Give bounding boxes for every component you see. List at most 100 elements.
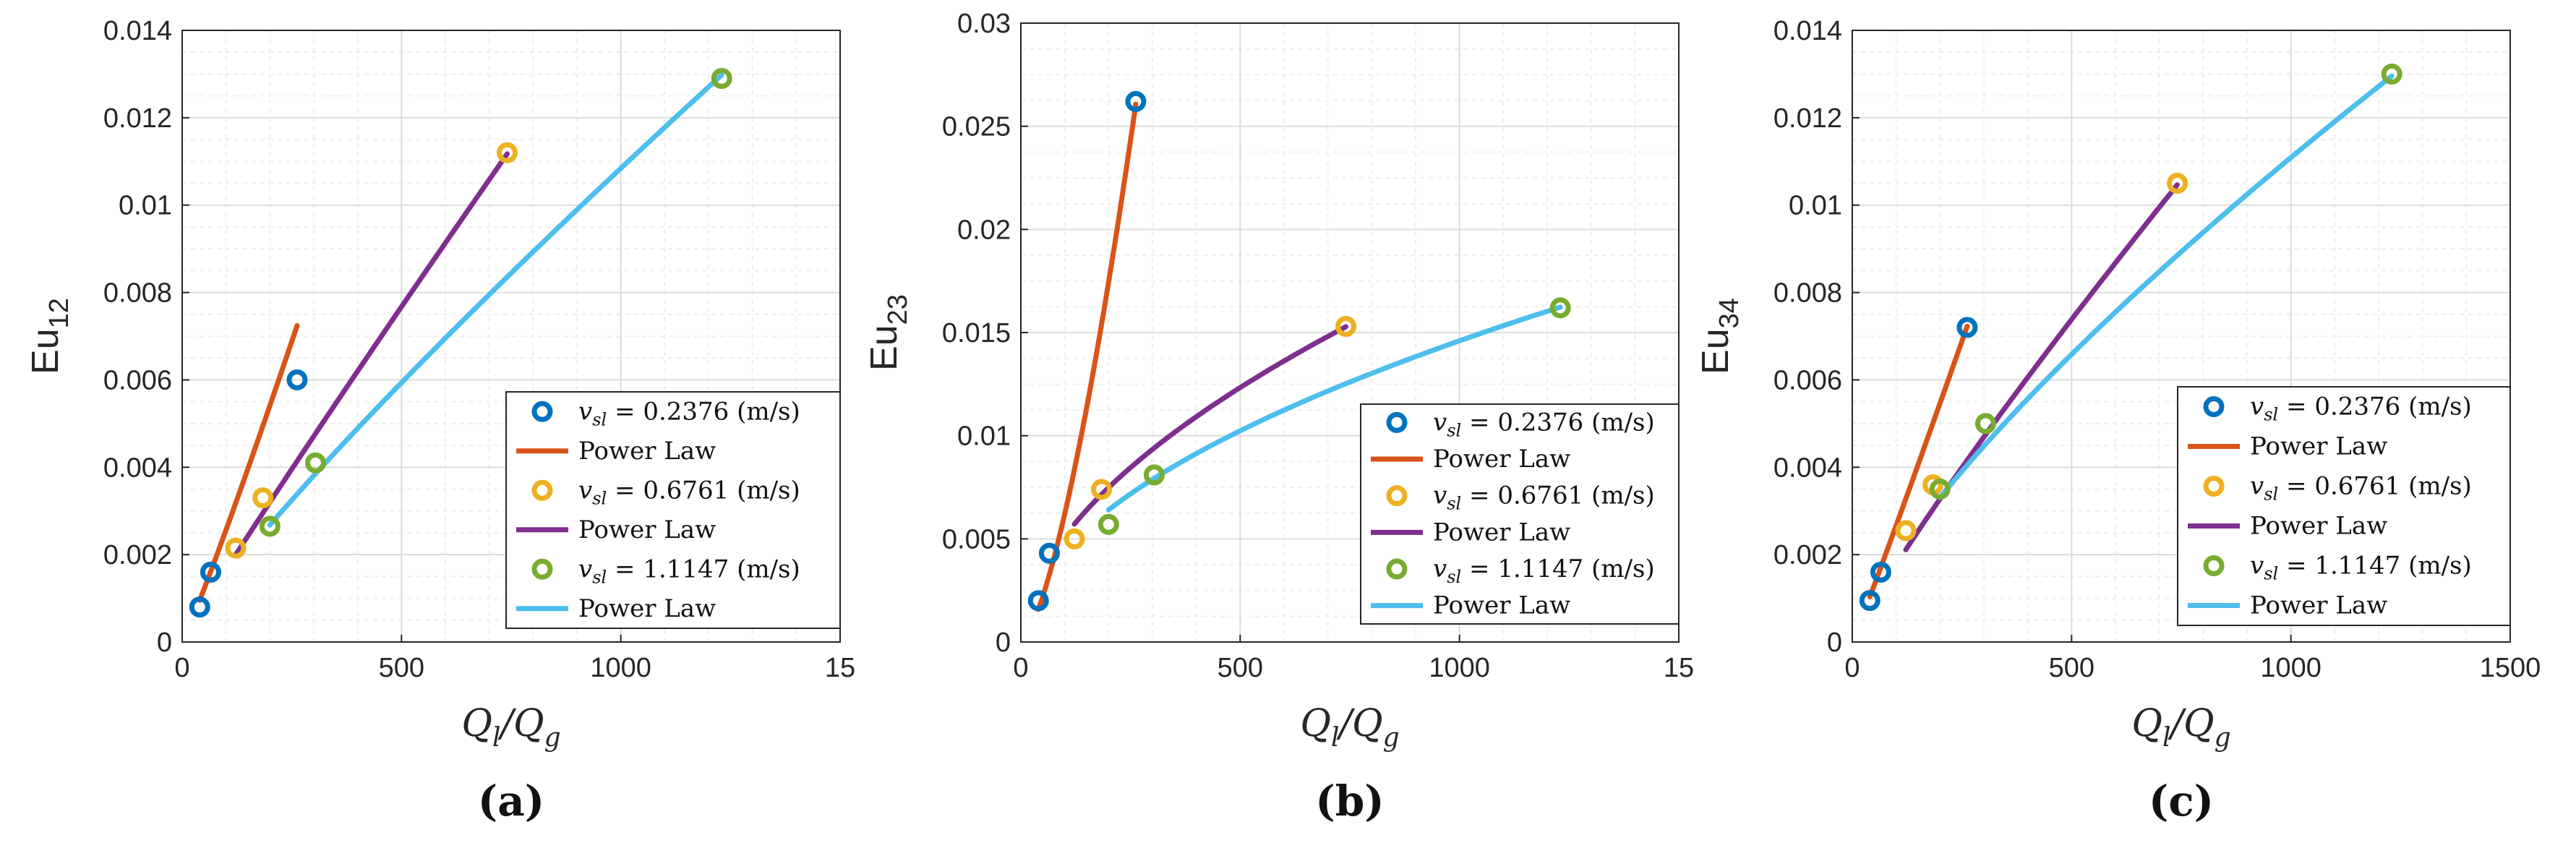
legend-var-sub: sl bbox=[1447, 420, 1461, 440]
legend-var-sub: sl bbox=[2264, 484, 2278, 505]
x-axis-label-part: l bbox=[492, 723, 501, 753]
x-tick-label: 500 bbox=[2049, 653, 2094, 683]
legend-var: v bbox=[2250, 552, 2264, 581]
power-law-fit-line bbox=[1105, 304, 1563, 513]
data-point bbox=[189, 596, 210, 618]
y-axis-label: Eu12 bbox=[25, 298, 74, 375]
legend-entry-text: vsl = 1.1147 (m/s) bbox=[2250, 552, 2472, 584]
legend-entry-text: Power Law bbox=[1433, 445, 1570, 474]
legend-marker bbox=[531, 558, 553, 580]
legend-marker bbox=[531, 401, 553, 422]
legend-var: v bbox=[1433, 482, 1447, 510]
x-axis-label-part: Q bbox=[2183, 702, 2215, 745]
legend-var: v bbox=[1433, 555, 1447, 583]
x-tick-label: 15 bbox=[1664, 653, 1694, 683]
y-tick-label: 0 bbox=[996, 628, 1011, 658]
legend-entry-text: vsl = 0.2376 (m/s) bbox=[1433, 408, 1655, 440]
legend-var-sub: sl bbox=[2264, 564, 2278, 584]
data-point bbox=[200, 561, 221, 583]
legend-marker bbox=[2203, 476, 2225, 497]
legend-entry-text: Power Law bbox=[2250, 512, 2387, 541]
y-tick-label: 0.002 bbox=[103, 540, 172, 570]
legend-entry-text: vsl = 1.1147 (m/s) bbox=[1433, 555, 1655, 587]
y-tick-label: 0.025 bbox=[942, 112, 1011, 142]
legend-var: v bbox=[1433, 408, 1447, 437]
y-axis-label-base: Eu bbox=[863, 325, 905, 371]
data-point bbox=[1929, 479, 1951, 500]
legend-var-sub: sl bbox=[2264, 405, 2278, 425]
data-point bbox=[259, 515, 281, 537]
data-point bbox=[1335, 315, 1357, 337]
legend-entry-text: vsl = 0.6761 (m/s) bbox=[578, 476, 800, 508]
power-law-fit-line bbox=[1867, 323, 1970, 600]
legend-entry-text: vsl = 0.2376 (m/s) bbox=[2250, 393, 2472, 425]
y-tick-label: 0.03 bbox=[957, 9, 1011, 39]
legend-var: v bbox=[2250, 472, 2264, 501]
y-tick-label: 0.01 bbox=[119, 191, 172, 221]
x-axis-label-part: g bbox=[2215, 723, 2231, 753]
legend-var: v bbox=[578, 397, 592, 426]
x-axis-label-part: / bbox=[497, 702, 516, 745]
x-axis-label: Ql/Qg bbox=[2131, 702, 2230, 753]
legend-entry-text: Power Law bbox=[2250, 591, 2387, 620]
legend-value: = 0.2376 (m/s) bbox=[1461, 408, 1655, 437]
power-law-fit-line bbox=[1071, 324, 1348, 527]
legend-var-sub: sl bbox=[1447, 494, 1461, 514]
data-point bbox=[1956, 317, 1978, 338]
y-tick-label: 0.014 bbox=[1773, 16, 1842, 46]
x-tick-label: 500 bbox=[379, 653, 424, 683]
legend-value: = 1.1147 (m/s) bbox=[1461, 555, 1655, 583]
y-axis-label-sub: 34 bbox=[1714, 298, 1745, 328]
y-tick-label: 0.006 bbox=[1773, 365, 1842, 395]
data-point bbox=[304, 452, 326, 474]
legend-value: = 0.2376 (m/s) bbox=[2278, 393, 2472, 422]
x-axis-label-part: / bbox=[2167, 702, 2186, 745]
y-tick-label: 0.02 bbox=[957, 215, 1011, 245]
x-axis-label-part: Q bbox=[2131, 702, 2162, 745]
legend-value: = 0.6761 (m/s) bbox=[607, 476, 800, 505]
data-point bbox=[1143, 464, 1165, 486]
x-tick-label: 0 bbox=[1013, 653, 1028, 683]
data-point bbox=[1097, 513, 1119, 535]
x-tick-label: 1000 bbox=[590, 653, 651, 683]
legend-marker bbox=[2203, 396, 2225, 417]
data-point bbox=[711, 67, 732, 89]
x-tick-label: 15 bbox=[825, 653, 855, 683]
legend-marker bbox=[2203, 555, 2225, 576]
x-tick-label: 500 bbox=[1218, 653, 1263, 683]
legend-var-sub: sl bbox=[592, 409, 607, 429]
x-tick-label: 1500 bbox=[2480, 653, 2541, 683]
power-law-fit-line bbox=[1035, 101, 1139, 612]
legend-entry-text: Power Law bbox=[578, 515, 716, 544]
legend-box bbox=[2177, 386, 2511, 626]
y-tick-label: 0.014 bbox=[103, 16, 172, 46]
legend-var: v bbox=[2250, 393, 2264, 422]
data-point bbox=[1091, 479, 1113, 500]
x-axis-label-part: Q bbox=[1352, 702, 1383, 745]
data-point bbox=[497, 142, 518, 163]
data-point bbox=[1549, 297, 1571, 319]
y-axis-label-sub: 12 bbox=[44, 298, 74, 328]
legend-value: = 1.1147 (m/s) bbox=[2278, 552, 2472, 581]
data-point bbox=[2381, 63, 2402, 85]
y-tick-label: 0.012 bbox=[1773, 103, 1842, 134]
y-tick-label: 0.006 bbox=[103, 365, 172, 395]
y-axis-label-sub: 23 bbox=[883, 294, 913, 325]
legend-var-sub: sl bbox=[1447, 567, 1461, 587]
power-law-fit-line bbox=[197, 323, 300, 603]
legend-entry-text: vsl = 1.1147 (m/s) bbox=[578, 555, 800, 587]
data-point bbox=[225, 537, 247, 559]
legend-entry-text: Power Law bbox=[1433, 591, 1570, 620]
power-law-fit-line bbox=[1937, 73, 2395, 500]
x-axis-label-part: l bbox=[1331, 723, 1340, 753]
legend-marker bbox=[1386, 485, 1408, 507]
y-tick-label: 0.015 bbox=[942, 318, 1011, 348]
y-tick-label: 0.01 bbox=[1789, 191, 1842, 221]
panel-label: (c) bbox=[2149, 776, 2214, 826]
data-point bbox=[1974, 413, 1996, 435]
legend-entry-text: Power Law bbox=[1433, 518, 1570, 547]
y-tick-label: 0.004 bbox=[1773, 453, 1842, 483]
legend-marker bbox=[1386, 411, 1408, 433]
panel-c: 0 500 1000 1500 0 0.002 0.004 0.006 0.008 0.01 0.0… bbox=[1695, 16, 2541, 826]
